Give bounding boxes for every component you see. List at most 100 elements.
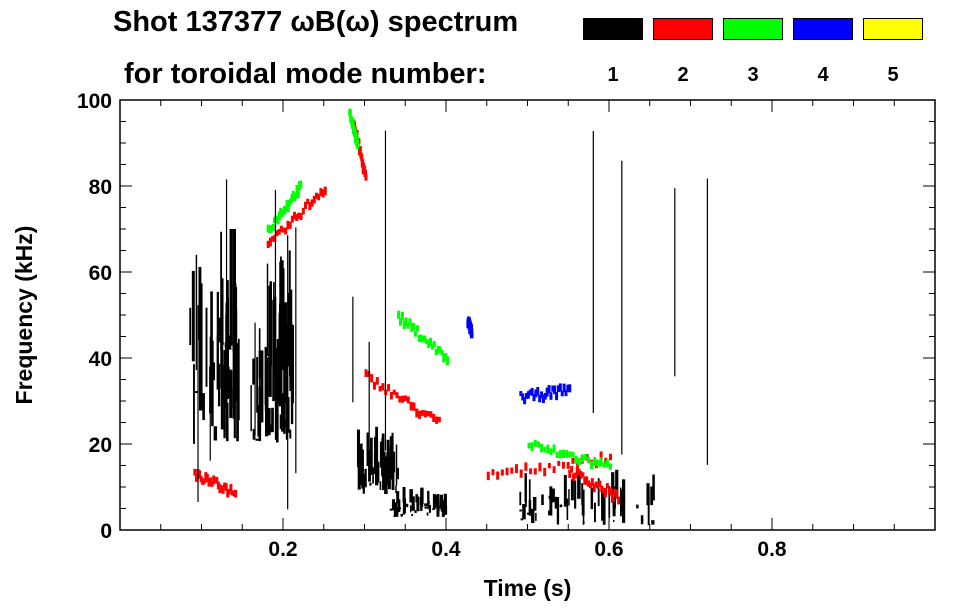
mode-2-mode-track-point — [575, 467, 579, 475]
mode-1-spectral-region — [443, 493, 447, 508]
mode-2-mode-track-point — [375, 377, 379, 385]
legend-label-mode-3: 3 — [747, 64, 759, 86]
y-tick-label: 40 — [89, 348, 112, 371]
mode-2-mode-track-point — [275, 230, 279, 237]
mode-1-spectral-region — [393, 502, 397, 516]
y-axis-title: Frequency (kHz) — [11, 226, 37, 405]
mode-1-spectral-region — [410, 505, 412, 513]
mode-2-mode-track-point — [317, 193, 321, 201]
mode-2-mode-track-point — [571, 457, 575, 464]
mode-1-spectral-region — [218, 317, 221, 343]
mode-2-mode-track-point — [364, 369, 368, 377]
mode-1-spectral-region — [269, 281, 272, 366]
mode-1-spectral-region — [364, 468, 367, 488]
y-tick-label: 100 — [77, 90, 112, 113]
mode-3-mode-track-point — [442, 354, 446, 363]
mode-3-mode-track-point — [406, 322, 410, 329]
mode-3-mode-track-point — [348, 109, 352, 116]
mode-2-mode-track-point — [423, 410, 427, 418]
mode-1-spectral-region — [281, 268, 285, 351]
mode-1-spectral-region — [442, 504, 445, 507]
mode-1-spectral-region — [220, 342, 224, 345]
mode-1-spectral-region — [289, 322, 293, 391]
x-axis-title: Time (s) — [484, 575, 572, 601]
mode-1-spectral-region — [568, 489, 570, 506]
mode-2-mode-track-point — [224, 483, 228, 491]
mode-1-spectral-region — [574, 480, 577, 509]
mode-1-spectral-region — [221, 388, 225, 398]
mode-3-mode-track-point — [419, 334, 423, 343]
mode-1-noise-streak — [295, 227, 297, 474]
mode-1-spectral-region — [289, 429, 292, 439]
mode-1-spectral-region — [527, 512, 531, 515]
mode-3-mode-track-point — [434, 349, 438, 356]
legend-swatch-mode-3 — [723, 18, 783, 40]
mode-3-mode-track-point — [299, 180, 303, 189]
mode-3-mode-track-point — [353, 127, 357, 135]
mode-2-mode-track-point — [496, 471, 500, 480]
mode-1-spectral-region — [399, 507, 401, 510]
mode-2-mode-track-point — [607, 487, 611, 495]
mode-1-spectral-region — [551, 488, 555, 503]
mode-3-mode-track-point — [440, 349, 444, 356]
mode-2-mode-track-point — [230, 490, 234, 496]
mode-3-mode-track-point — [590, 460, 594, 470]
mode-1-spectral-region — [613, 519, 615, 522]
mode-3-mode-track-point — [271, 223, 275, 232]
mode-1-spectral-region — [232, 338, 236, 384]
mode-2-mode-track-point — [219, 485, 223, 491]
mode-1-spectral-region — [250, 385, 252, 432]
mode-3-mode-track-point — [555, 451, 559, 458]
mode-2-mode-track-point — [297, 212, 301, 219]
mode-2-mode-track-point — [500, 469, 504, 476]
mode-4-mode-track-point — [560, 390, 564, 397]
mode-1-spectral-region — [520, 518, 523, 521]
mode-2-mode-track-point — [370, 374, 374, 383]
mode-1-spectral-region — [258, 386, 262, 442]
mode-1-spectral-region — [541, 494, 544, 506]
legend-label-mode-5: 5 — [887, 64, 899, 86]
mode-1-spectral-region — [359, 459, 363, 486]
mode-2-mode-track-point — [199, 475, 203, 483]
mode-1-spectral-region — [216, 291, 219, 390]
mode-2-mode-track-point — [229, 484, 233, 491]
mode-2-mode-track-point — [409, 401, 413, 411]
mode-1-spectral-region — [524, 473, 527, 503]
mode-1-spectral-region — [620, 489, 623, 512]
mode-4-mode-track-point — [528, 389, 532, 396]
mode-4-mode-track-point — [469, 324, 473, 331]
mode-1-spectral-region — [556, 497, 560, 525]
mode-2-mode-track-point — [319, 188, 323, 197]
mode-1-spectral-region — [532, 497, 537, 511]
mode-1-spectral-region — [395, 485, 397, 494]
mode-3-mode-track-point — [351, 118, 355, 126]
mode-1-spectral-region — [271, 407, 274, 433]
mode-1-spectral-region — [220, 323, 224, 389]
mode-2-mode-track-point — [585, 476, 589, 486]
mode-3-mode-track-point — [404, 317, 408, 327]
mode-1-noise-streak — [368, 341, 370, 474]
mode-2-mode-track-point — [572, 473, 576, 481]
mode-1-spectral-region — [391, 500, 395, 511]
mode-1-spectral-region — [252, 358, 255, 385]
mode-3-mode-track-point — [438, 346, 442, 353]
mode-1-spectral-region — [646, 483, 650, 506]
mode-2-mode-track-point — [358, 146, 362, 155]
mode-1-spectral-region — [226, 280, 229, 343]
mode-2-mode-track-point — [588, 482, 592, 489]
y-tick-label: 20 — [89, 434, 112, 457]
mode-3-mode-track-point — [596, 459, 600, 468]
mode-2-mode-track-point — [226, 489, 230, 498]
mode-1-spectral-region — [427, 490, 430, 506]
mode-3-mode-track-point — [583, 453, 587, 460]
mode-2-mode-track-point — [308, 201, 312, 211]
mode-3-mode-track-point — [549, 448, 553, 455]
mode-1-spectral-region — [531, 508, 535, 524]
mode-1-noise-streak — [592, 130, 594, 413]
mode-2-mode-track-point — [420, 410, 424, 416]
x-tick-label: 0.8 — [757, 538, 787, 561]
mode-2-mode-track-point — [609, 453, 612, 461]
mode-3-mode-track-point — [291, 190, 295, 199]
mode-1-spectral-region — [402, 487, 406, 503]
mode-1-spectral-region — [439, 494, 443, 508]
